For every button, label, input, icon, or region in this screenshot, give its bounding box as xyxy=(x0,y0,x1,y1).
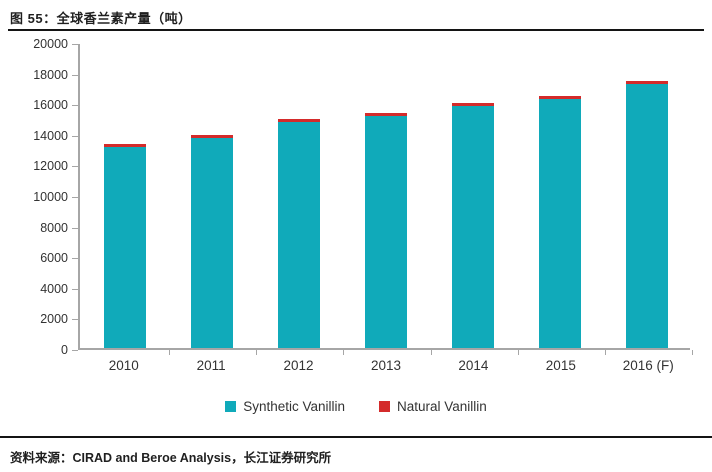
legend-swatch-icon xyxy=(225,401,237,412)
x-axis-labels: 2010 2011 2012 2013 2014 2015 2016 (F) xyxy=(80,358,692,373)
legend-swatch-icon xyxy=(379,401,390,412)
stacked-bar-2012 xyxy=(278,118,321,348)
bar-segment-natural-vanillin xyxy=(191,134,234,138)
bar-segment-synthetic-vanillin xyxy=(625,84,668,348)
bar-segment-natural-vanillin xyxy=(365,113,407,117)
y-tick-label: 16000 xyxy=(33,98,68,113)
legend-label: Natural Vanillin xyxy=(397,399,487,414)
y-tick-mark xyxy=(72,135,78,137)
bar-slot xyxy=(169,44,256,348)
stacked-bar-2013 xyxy=(365,113,407,348)
title-divider xyxy=(8,29,704,31)
y-tick-label: 20000 xyxy=(33,37,68,51)
x-axis-label: 2012 xyxy=(283,358,314,373)
bars-container xyxy=(82,44,693,355)
y-tick-mark xyxy=(72,166,78,168)
stacked-bar-2010 xyxy=(104,143,147,348)
x-axis-label: 2016 (F) xyxy=(622,358,674,373)
y-tick-label: 2000 xyxy=(40,312,68,327)
stacked-bar-2016F xyxy=(625,81,668,348)
y-tick-label: 8000 xyxy=(40,220,68,235)
x-boundary-tick xyxy=(343,350,345,355)
y-tick-label: 14000 xyxy=(33,128,68,143)
y-tick-label: 12000 xyxy=(33,159,68,174)
y-tick-mark xyxy=(72,288,78,290)
footer-divider xyxy=(0,436,712,438)
bar-segment-synthetic-vanillin xyxy=(278,121,321,348)
y-tick-label: 6000 xyxy=(40,251,68,266)
bar-slot xyxy=(256,44,343,348)
bar-segment-natural-vanillin xyxy=(278,118,321,122)
bar-segment-synthetic-vanillin xyxy=(191,137,234,348)
y-tick-mark xyxy=(72,197,78,198)
bar-segment-natural-vanillin xyxy=(625,81,668,85)
x-axis-label: 2015 xyxy=(545,358,576,373)
source-note: 资料来源：CIRAD and Beroe Analysis，长江证券研究所 xyxy=(10,451,332,465)
x-axis-label: 2014 xyxy=(458,358,489,373)
y-tick-mark xyxy=(72,350,78,351)
x-axis-label: 2010 xyxy=(108,358,139,373)
bar-slot xyxy=(343,44,430,348)
y-tick-label: 0 xyxy=(61,343,68,357)
stacked-bar-2011 xyxy=(191,134,234,348)
legend-label: Synthetic Vanillin xyxy=(243,399,345,414)
bar-segment-synthetic-vanillin xyxy=(538,99,581,348)
x-boundary-tick xyxy=(517,350,519,355)
bar-segment-natural-vanillin xyxy=(538,96,581,100)
y-tick-mark xyxy=(72,258,78,260)
legend-item-natural-vanillin: Natural Vanillin xyxy=(379,399,487,414)
bar-segment-synthetic-vanillin xyxy=(451,106,494,348)
bar-slot xyxy=(516,44,603,348)
bar-segment-natural-vanillin xyxy=(104,143,147,147)
bar-slot xyxy=(603,44,690,348)
x-axis-label: 2013 xyxy=(370,358,401,373)
bar-segment-synthetic-vanillin xyxy=(365,116,407,348)
x-boundary-tick xyxy=(692,350,693,355)
stacked-bar-2015 xyxy=(538,96,581,348)
x-boundary-tick xyxy=(604,350,606,355)
figure-title: 图 55：全球香兰素产量（吨） xyxy=(10,11,192,26)
x-boundary-tick xyxy=(169,350,171,355)
y-tick-label: 18000 xyxy=(33,67,68,82)
y-tick-mark xyxy=(72,74,78,76)
bar-slot xyxy=(429,44,516,348)
bar-slot xyxy=(82,44,169,348)
bar-chart-plot-area xyxy=(78,44,693,355)
stacked-bar-2014 xyxy=(451,103,494,348)
chart-legend: Synthetic Vanillin Natural Vanillin xyxy=(0,399,712,414)
bar-segment-synthetic-vanillin xyxy=(104,146,147,348)
x-boundary-tick xyxy=(430,350,432,355)
legend-item-synthetic-vanillin: Synthetic Vanillin xyxy=(225,399,345,414)
y-tick-mark xyxy=(72,105,78,107)
x-boundary-tick xyxy=(256,350,258,355)
y-tick-mark xyxy=(72,44,78,45)
y-tick-label: 10000 xyxy=(33,190,68,204)
y-tick-mark xyxy=(72,319,78,321)
bar-segment-natural-vanillin xyxy=(451,103,494,107)
y-tick-mark xyxy=(72,227,78,229)
x-axis-label: 2011 xyxy=(196,358,226,373)
y-tick-label: 4000 xyxy=(40,281,68,296)
